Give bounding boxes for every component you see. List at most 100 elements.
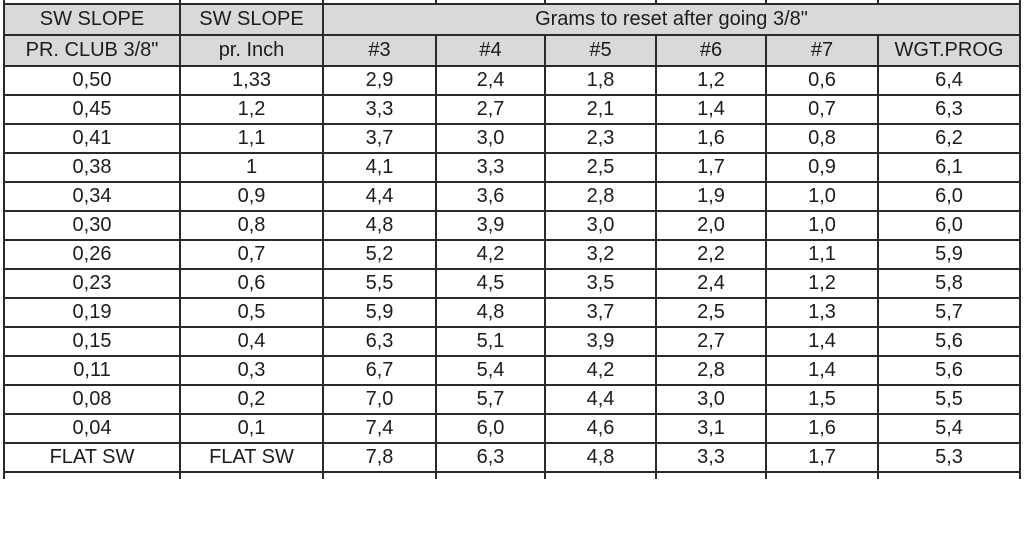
cell: 1,0 (765, 210, 879, 241)
cell: 4,8 (435, 297, 546, 328)
cell: 1,33 (179, 65, 324, 96)
cell: 1,4 (655, 94, 767, 125)
cell: 0,8 (179, 210, 324, 241)
cell: 5,5 (322, 268, 437, 299)
cell: 4,4 (322, 181, 437, 212)
cell: 1,5 (765, 384, 879, 415)
cell: 0,2 (179, 384, 324, 415)
cell: 0,38 (3, 152, 181, 183)
cell: 7,8 (322, 442, 437, 473)
cutoff-cell (544, 0, 657, 4)
cell: 5,1 (435, 326, 546, 357)
cell: 0,5 (179, 297, 324, 328)
column-header-5: #5 (544, 34, 657, 67)
cell: FLAT SW (3, 442, 181, 473)
cell: 6,0 (877, 181, 1021, 212)
table-row: 0,08 0,2 7,0 5,7 4,4 3,0 1,5 5,5 (3, 384, 1021, 415)
column-header-3: #3 (322, 34, 437, 67)
header-row-group: SW SLOPE SW SLOPE Grams to reset after g… (3, 3, 1021, 36)
table-row: 0,26 0,7 5,2 4,2 3,2 2,2 1,1 5,9 (3, 239, 1021, 270)
cutoff-cell (765, 0, 879, 4)
cell: 0,8 (765, 123, 879, 154)
cell: 4,8 (322, 210, 437, 241)
cell: 2,1 (544, 94, 657, 125)
table-row: FLAT SW FLAT SW 7,8 6,3 4,8 3,3 1,7 5,3 (3, 442, 1021, 473)
header-sw-slope-inch: SW SLOPE (179, 3, 324, 36)
column-header-7: #7 (765, 34, 879, 67)
cell: 1,1 (765, 239, 879, 270)
cell: 4,4 (544, 384, 657, 415)
cutoff-row-top (3, 0, 1021, 4)
cell: 2,2 (655, 239, 767, 270)
cutoff-cell (877, 0, 1021, 4)
cell: 7,4 (322, 413, 437, 444)
cell: 0,45 (3, 94, 181, 125)
cell: 6,0 (435, 413, 546, 444)
cell: 0,41 (3, 123, 181, 154)
table-row: 0,11 0,3 6,7 5,4 4,2 2,8 1,4 5,6 (3, 355, 1021, 386)
cell: 4,2 (435, 239, 546, 270)
cutoff-cell (322, 472, 437, 479)
cell: 5,6 (877, 326, 1021, 357)
cell: 6,1 (877, 152, 1021, 183)
cell: 0,50 (3, 65, 181, 96)
spreadsheet-area: SW SLOPE SW SLOPE Grams to reset after g… (3, 0, 1021, 479)
cell: 3,3 (435, 152, 546, 183)
table-body: 0,50 1,33 2,9 2,4 1,8 1,2 0,6 6,4 0,45 1,2 3,3 2,7 2… (3, 65, 1021, 473)
cell: 0,26 (3, 239, 181, 270)
cell: 5,4 (435, 355, 546, 386)
cell: 2,5 (544, 152, 657, 183)
cell: 3,2 (544, 239, 657, 270)
cell: 5,6 (877, 355, 1021, 386)
cell: 6,4 (877, 65, 1021, 96)
column-header-6: #6 (655, 34, 767, 67)
column-header-row: PR. CLUB 3/8" pr. Inch #3 #4 #5 #6 #7 WGT.PROG (3, 34, 1021, 67)
cell: 2,7 (435, 94, 546, 125)
cell: 6,7 (322, 355, 437, 386)
table-row: 0,45 1,2 3,3 2,7 2,1 1,4 0,7 6,3 (3, 94, 1021, 125)
cell: 0,23 (3, 268, 181, 299)
cell: 5,4 (877, 413, 1021, 444)
sw-slope-table: SW SLOPE SW SLOPE Grams to reset after g… (3, 0, 1021, 479)
cell: 5,5 (877, 384, 1021, 415)
cell: 0,19 (3, 297, 181, 328)
cell: 4,5 (435, 268, 546, 299)
cell: 0,3 (179, 355, 324, 386)
table-row: 0,19 0,5 5,9 4,8 3,7 2,5 1,3 5,7 (3, 297, 1021, 328)
cutoff-cell (179, 0, 324, 4)
cell: 3,0 (655, 384, 767, 415)
cell: 3,0 (435, 123, 546, 154)
cell: 4,8 (544, 442, 657, 473)
cell: 0,9 (179, 181, 324, 212)
cell: 1,7 (655, 152, 767, 183)
cell: 5,8 (877, 268, 1021, 299)
cell: 0,34 (3, 181, 181, 212)
cell: 2,4 (435, 65, 546, 96)
column-header-4: #4 (435, 34, 546, 67)
cutoff-cell (3, 0, 181, 4)
table-row: 0,30 0,8 4,8 3,9 3,0 2,0 1,0 6,0 (3, 210, 1021, 241)
cell: FLAT SW (179, 442, 324, 473)
cell: 0,15 (3, 326, 181, 357)
cell: 6,3 (877, 94, 1021, 125)
cell: 2,4 (655, 268, 767, 299)
cell: 0,30 (3, 210, 181, 241)
cell: 1,7 (765, 442, 879, 473)
cell: 4,1 (322, 152, 437, 183)
cell: 3,5 (544, 268, 657, 299)
cell: 0,6 (765, 65, 879, 96)
cutoff-row-bottom (3, 472, 1021, 479)
cell: 2,7 (655, 326, 767, 357)
cutoff-cell (179, 472, 324, 479)
cell: 4,2 (544, 355, 657, 386)
cutoff-cell (544, 472, 657, 479)
cell: 1,2 (655, 65, 767, 96)
cell: 5,7 (877, 297, 1021, 328)
cutoff-cell (765, 472, 879, 479)
cell: 1,0 (765, 181, 879, 212)
cell: 1,8 (544, 65, 657, 96)
table-row: 0,15 0,4 6,3 5,1 3,9 2,7 1,4 5,6 (3, 326, 1021, 357)
cutoff-cell (3, 472, 181, 479)
cell: 1,1 (179, 123, 324, 154)
cell: 2,9 (322, 65, 437, 96)
